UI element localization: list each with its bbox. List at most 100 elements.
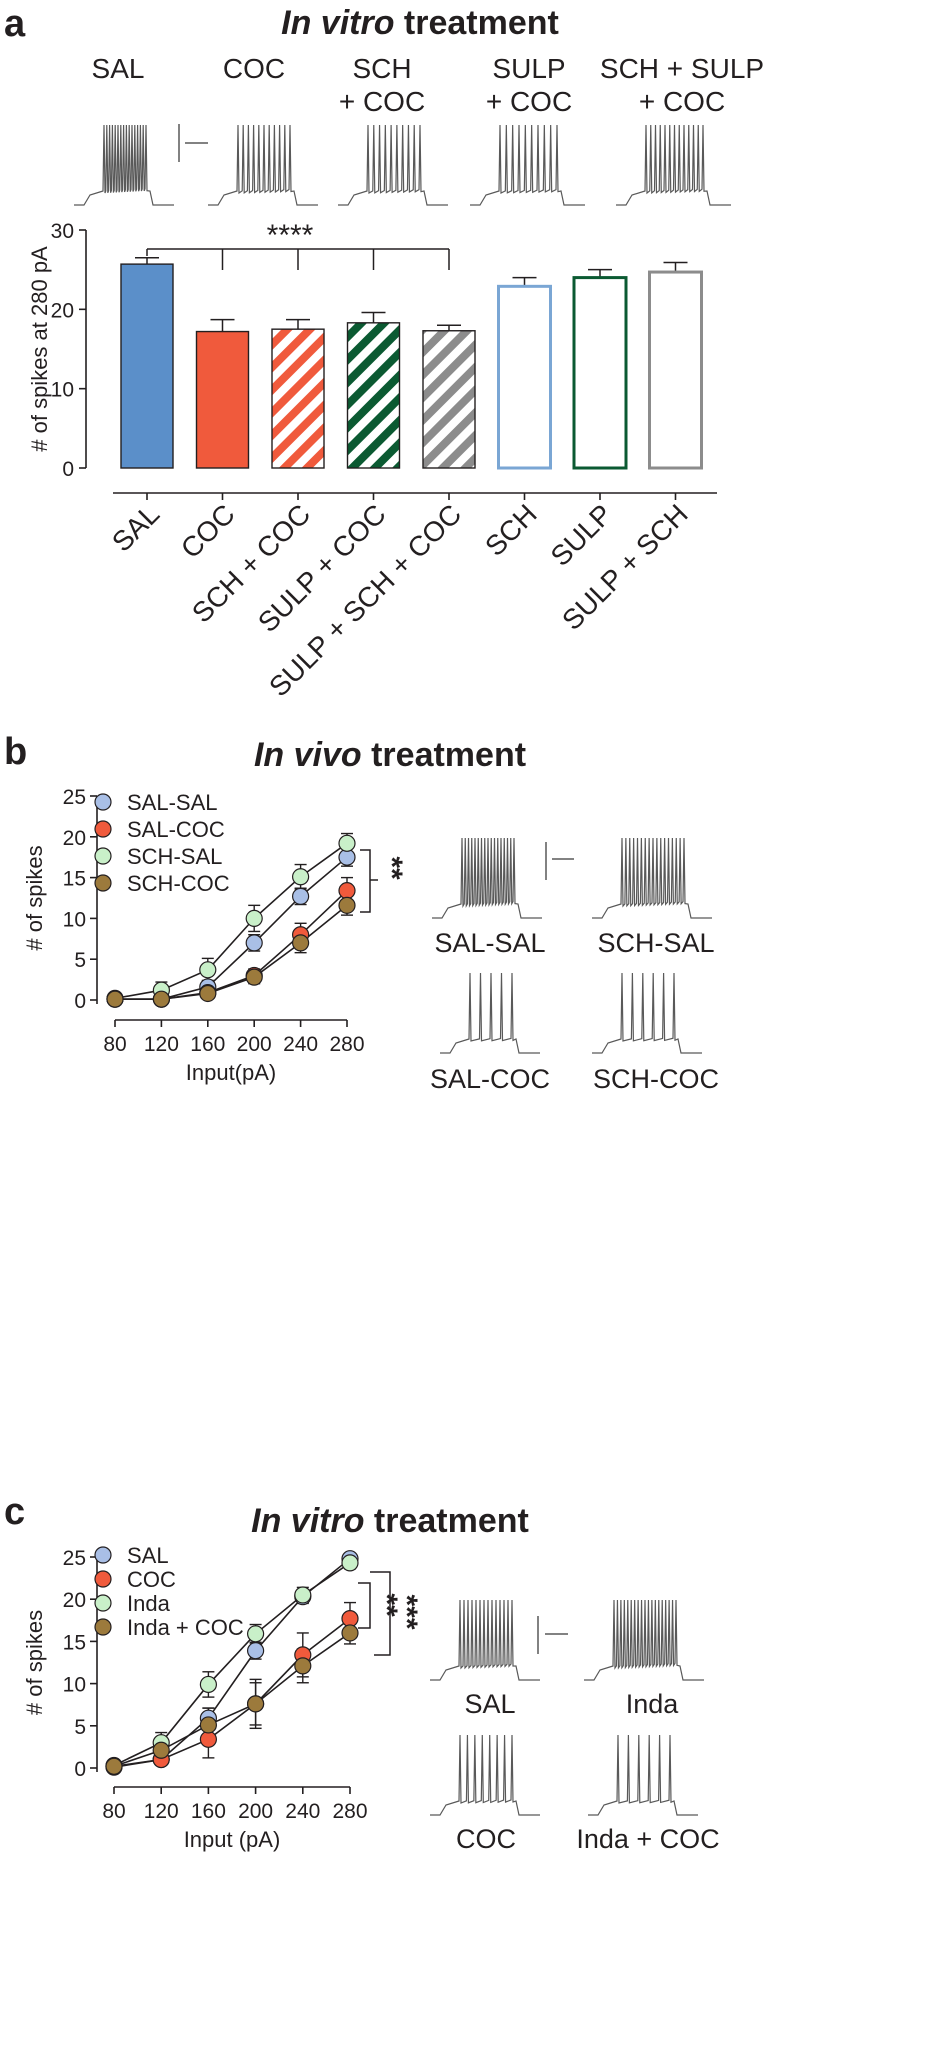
x-tick-label: 240 [283,1033,318,1056]
x-axis-label: Input (pA) [184,1827,281,1852]
y-tick-label: 20 [63,1589,86,1612]
y-axis-label: # of spikes [22,1610,47,1715]
data-point [245,934,263,952]
y-tick-label: 15 [63,1631,86,1654]
panel-c-title-rest: treatment [364,1502,528,1540]
significance-label: ** [370,1593,403,1617]
data-point [247,1625,265,1643]
data-point [292,868,310,886]
line-chart-in-vitro: 0 5 10 15 20 25 80 120 160 200 240 280 Input (pA) # o… [22,1543,423,1852]
panel-a-scale-bar [178,124,208,162]
bar [195,330,250,469]
bar [648,270,703,470]
trace-sal-sal [432,837,542,919]
y-tick-label: 0 [74,1758,86,1781]
panel-c-label: c [4,1491,25,1533]
trace-label-sal-coc: SAL-COC [430,1064,550,1094]
legend-label: SAL-SAL [127,790,218,815]
legend-marker [94,874,112,892]
significance-label: **** [267,219,314,252]
x-tick-label: 160 [191,1800,226,1823]
y-tick-label: 5 [74,949,86,972]
trace-sal [430,1599,540,1681]
series-line [113,1632,351,1768]
trace-label-inda: Inda [626,1689,680,1719]
data-point [199,961,217,979]
data-point [341,1610,359,1628]
trace-sch-sulp-coc [616,124,731,206]
data-point [294,1657,312,1675]
data-point [338,896,356,914]
panel-a: a In vitro treatment SAL COC SCH + COC S… [4,3,764,703]
trace-sch-coc [592,972,702,1054]
significance-bracket [358,1582,371,1629]
panel-a-traces [74,124,731,206]
x-tick-label: 280 [332,1800,367,1823]
legend-marker [94,820,112,838]
data-point [199,984,217,1003]
panel-a-title-italic: In vitro [281,4,394,42]
data-point [152,1741,170,1759]
x-tick-label: 120 [144,1800,179,1823]
y-tick-label: 10 [63,1674,86,1697]
data-point [341,1554,359,1572]
significance-bracket [370,1571,391,1656]
series-line [115,904,348,1000]
data-point [152,990,170,1008]
significance-bracket [360,849,371,913]
data-point [106,990,124,1008]
legend-marker [94,1546,112,1564]
trace-label-sch-coc-1: SCH [352,53,411,84]
y-tick-label: 25 [63,786,86,809]
y-tick-label: 0 [74,990,86,1013]
line-chart-in-vivo: 0 5 10 15 20 25 80 120 160 200 240 280 Input(pA) # of… [22,786,408,1085]
data-point [338,882,356,900]
x-tick-label: 200 [237,1033,272,1056]
legend-label: SCH-COC [127,871,230,896]
data-point [199,1675,217,1694]
bar [572,276,628,470]
data-point [294,1586,312,1604]
trace-inda [584,1599,704,1681]
bar [346,322,401,469]
x-tick-label: 240 [285,1800,320,1823]
trace-coc [430,1734,540,1816]
x-tick-label: SCH [479,498,543,562]
x-tick-label: SULP [545,498,619,572]
x-tick-label: 120 [144,1033,179,1056]
trace-label-sal: SAL [464,1689,515,1719]
legend-label: SCH-SAL [127,844,222,869]
data-point [247,1642,265,1660]
legend-marker [94,1594,112,1612]
y-tick-label: 10 [63,908,86,931]
panel-a-label: a [4,3,26,45]
trace-label-sulp-coc-2: + COC [486,86,572,117]
data-point [341,1624,359,1642]
data-point [245,909,263,928]
legend-label: SAL-COC [127,817,225,842]
y-tick-label: 0 [62,458,74,481]
panel-b-traces [432,837,712,1054]
panel-a-title: In vitro treatment [281,4,559,42]
trace-sal [74,124,174,206]
trace-sal-coc [440,972,540,1054]
x-tick-label: SAL [106,498,165,557]
trace-label-coc: COC [456,1824,516,1854]
trace-label-sch-sulp-coc-1: SCH + SULP [600,53,764,84]
panel-a-title-rest: treatment [394,4,558,42]
bar [422,330,476,469]
y-axis-label: # of spikes [22,845,47,950]
series-line [113,1617,351,1768]
trace-label-sch-sal: SCH-SAL [597,928,714,958]
x-tick-label: 160 [190,1033,225,1056]
trace-sulp-coc [470,124,585,206]
panel-b: b In vivo treatment 0 5 10 15 20 25 80 120 160 20… [4,731,719,1094]
legend-marker [94,847,112,865]
trace-label-sulp-coc-1: SULP [492,53,565,84]
panel-c-title-italic: In vitro [251,1502,364,1540]
panel-a-trace-labels: SAL COC SCH + COC SULP + COC SCH + SULP … [92,53,765,117]
panel-b-label: b [4,731,27,773]
y-tick-label: 20 [51,299,74,322]
